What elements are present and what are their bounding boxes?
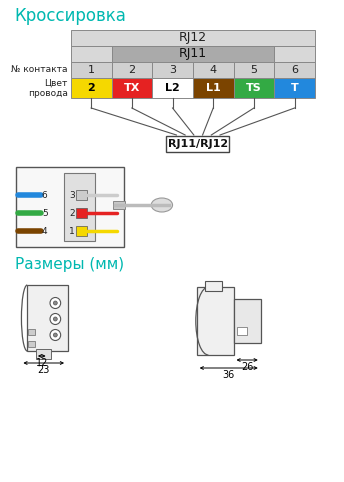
Bar (111, 62, 152, 78)
Bar (36, 349, 52, 359)
Text: L2: L2 (165, 83, 180, 93)
Text: T: T (291, 83, 299, 93)
Bar (28, 329, 35, 335)
Circle shape (50, 297, 61, 308)
Bar (152, 78, 193, 98)
Text: 2: 2 (128, 65, 136, 75)
Bar (193, 62, 234, 78)
Bar (111, 78, 152, 98)
Text: RJ11/RJ12: RJ11/RJ12 (168, 139, 228, 149)
Text: № контакта: № контакта (11, 66, 68, 75)
Text: 1: 1 (88, 65, 95, 75)
Bar (28, 341, 35, 347)
Bar (234, 78, 274, 98)
Bar (166, 136, 229, 152)
Circle shape (50, 330, 61, 340)
Bar (71, 62, 111, 78)
Text: 3: 3 (169, 65, 176, 75)
Text: 5: 5 (250, 65, 257, 75)
Bar (76, 208, 87, 218)
Bar (71, 30, 315, 46)
Bar (111, 46, 274, 62)
Text: 1: 1 (69, 227, 75, 236)
Circle shape (53, 333, 57, 337)
Bar (15, 167, 124, 247)
Bar (76, 190, 87, 200)
Text: 4: 4 (42, 227, 47, 236)
Text: TS: TS (246, 83, 262, 93)
Text: 3: 3 (69, 190, 75, 200)
Text: 6: 6 (291, 65, 298, 75)
Text: 4: 4 (209, 65, 217, 75)
Bar (76, 226, 87, 236)
Ellipse shape (151, 198, 173, 212)
Text: RJ11: RJ11 (179, 48, 207, 61)
Text: 23: 23 (37, 365, 50, 375)
Text: Кроссировка: Кроссировка (15, 7, 127, 25)
Bar (64, 173, 95, 241)
Bar (234, 62, 274, 78)
Circle shape (53, 301, 57, 305)
Text: TX: TX (124, 83, 140, 93)
Bar (274, 62, 315, 78)
Text: 6: 6 (42, 190, 47, 200)
Bar (114, 201, 125, 209)
Text: RJ12: RJ12 (179, 31, 207, 44)
Bar (274, 46, 315, 62)
Bar (71, 78, 111, 98)
Text: 5: 5 (42, 209, 47, 217)
Bar (234, 299, 261, 343)
Circle shape (50, 313, 61, 324)
Bar (27, 285, 68, 351)
Bar (152, 62, 193, 78)
Bar (237, 327, 247, 335)
Text: L1: L1 (206, 83, 221, 93)
Bar (274, 78, 315, 98)
Text: Цвет
провода: Цвет провода (28, 78, 68, 98)
Text: 36: 36 (223, 370, 235, 380)
Circle shape (53, 317, 57, 321)
Text: 12: 12 (35, 358, 48, 368)
Text: 2: 2 (69, 209, 75, 217)
Text: Размеры (мм): Размеры (мм) (15, 257, 124, 272)
Bar (205, 281, 222, 291)
Bar (197, 287, 234, 355)
Bar (193, 78, 234, 98)
Bar (71, 46, 111, 62)
Text: 2: 2 (87, 83, 95, 93)
Text: 26: 26 (241, 362, 253, 372)
